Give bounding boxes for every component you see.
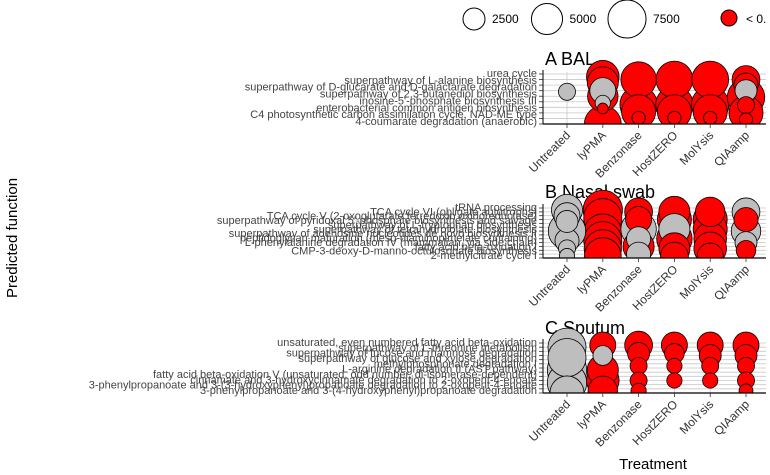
- y-tick-label: superpathway of D-glucarate and D-galact…: [245, 82, 537, 94]
- y-tick-label: superpathway of adenosine nucleotides de…: [229, 228, 537, 240]
- y-tick-label: L-arginine degradation II (AST pathway): [342, 364, 537, 376]
- data-point: [558, 248, 576, 258]
- data-point: [667, 110, 682, 124]
- x-tick-label: Untreated: [526, 128, 573, 175]
- data-point: [655, 60, 694, 99]
- data-point: [626, 241, 652, 258]
- data-point: [621, 94, 657, 124]
- data-point: [620, 61, 657, 98]
- y-tick-label: peptidoglycan maturation (meso-diaminopi…: [240, 233, 537, 245]
- x-tick-label: lyPMA: [575, 128, 609, 162]
- y-tick-label: 3-phenylpropanoate and 3-(3-hydroxypheny…: [89, 380, 537, 392]
- data-point: [739, 112, 753, 124]
- y-tick-label: superpathway of 2,3-butanediol biosynthe…: [320, 89, 538, 101]
- data-point: [666, 357, 683, 374]
- y-tick-label: TCA cycle V (2-oxoglutarate:ferredoxin o…: [267, 211, 537, 223]
- data-point: [666, 372, 683, 389]
- x-tick-label: MolYsis: [677, 128, 717, 168]
- y-tick-label: 3-phenylpropanoate and 3-(4-hydroxypheny…: [200, 385, 537, 397]
- legend-size-label: 5000: [570, 12, 597, 26]
- y-tick-label: L-phenylalanine degradation IV (mammalia…: [245, 237, 537, 249]
- y-tick-label: superpathway of L-threonine metabolism: [338, 342, 537, 354]
- y-tick-label: superpathway of fucose and rhamnose degr…: [286, 348, 537, 360]
- data-point: [735, 240, 757, 258]
- y-tick-label: superpathway of L-tryptophan biosynthesi…: [328, 219, 538, 231]
- legend-color-key: [720, 9, 738, 27]
- data-point: [692, 94, 728, 124]
- data-point: [631, 110, 646, 124]
- y-tick-label: urea cycle: [487, 68, 537, 80]
- legend-size-label: 2500: [492, 12, 519, 26]
- data-point: [696, 242, 724, 258]
- x-axis-title: Treatment: [619, 456, 688, 473]
- x-tick-label: Untreated: [526, 397, 573, 444]
- data-point: [656, 94, 692, 124]
- data-point: [583, 237, 622, 258]
- legend-color-label: < 0.: [746, 12, 766, 26]
- x-tick-label: QIAamp: [711, 128, 752, 169]
- y-tick-label: unsaturated, even numbered fatty acid be…: [277, 337, 537, 349]
- points: [558, 60, 766, 124]
- legend: 2500 5000 7500 < 0.: [462, 0, 766, 39]
- y-tick-label: superpathway of pyridoxal 5'-phosphate b…: [217, 215, 537, 227]
- y-tick-label: inosine-5'-phosphate biosynthesis III: [359, 95, 537, 107]
- y-axis-title: Predicted function: [4, 178, 21, 298]
- data-point: [695, 196, 726, 228]
- y-tick-label: methylphosphonate degradation I: [374, 358, 537, 370]
- x-tick-label: Untreated: [526, 262, 573, 309]
- y-tick-label: 4-coumarate degradation (anaerobic): [355, 116, 537, 128]
- data-point: [597, 102, 609, 115]
- y-tick-label: superpathway of glucose and xylose degra…: [299, 353, 538, 365]
- panel-title: A BAL: [545, 49, 595, 69]
- y-tick-label: enterobacterial common antigen biosynthe…: [316, 102, 537, 114]
- points: [547, 189, 762, 258]
- y-tick-label: C4 photosynthetic carbon assimilation cy…: [250, 109, 537, 121]
- y-tick-label: cinnamate and 3-hydroxycinnamate degrada…: [190, 374, 537, 386]
- legend-size-label: 7500: [653, 12, 680, 26]
- points: [546, 327, 760, 393]
- data-point: [555, 210, 579, 233]
- data-point: [733, 207, 759, 232]
- data-point: [702, 372, 719, 389]
- data-point: [558, 82, 576, 101]
- y-tick-label: superpathway of tetrahydrofolate biosynt…: [313, 224, 537, 236]
- x-tick-label: MolYsis: [677, 262, 717, 302]
- legend-size-circle: [462, 7, 486, 31]
- data-point: [547, 338, 587, 378]
- y-tick-label: tRNA processing: [455, 202, 537, 214]
- data-point: [587, 375, 618, 393]
- legend-size-circle: [530, 2, 564, 36]
- y-tick-label: TCA cycle VI (obligate autotrophs): [370, 206, 537, 218]
- data-point: [703, 110, 718, 124]
- data-point: [701, 356, 720, 375]
- data-point: [660, 241, 689, 258]
- data-point: [737, 96, 755, 115]
- x-tick-label: MolYsis: [677, 397, 717, 437]
- data-point: [691, 60, 730, 99]
- y-tick-label: fatty acid beta-oxidation V (unsaturated…: [153, 369, 537, 381]
- data-point: [630, 382, 647, 393]
- data-point: [592, 345, 614, 366]
- x-tick-label: lyPMA: [575, 397, 609, 431]
- x-tick-label: QIAamp: [711, 262, 752, 303]
- y-tick-label: superpathway of L-alanine biosynthesis: [344, 75, 537, 87]
- y-tick-label: CMP-3-deoxy-D-manno-octulosonate biosynt…: [291, 246, 537, 258]
- legend-size-circle: [607, 0, 647, 39]
- x-tick-label: lyPMA: [575, 262, 609, 296]
- y-tick-label: 2-methylcitrate cycle I: [431, 250, 537, 262]
- y-tick-label: fatty acid beta-oxidation I: [415, 241, 537, 253]
- x-tick-label: QIAamp: [711, 397, 752, 438]
- data-point: [738, 383, 754, 393]
